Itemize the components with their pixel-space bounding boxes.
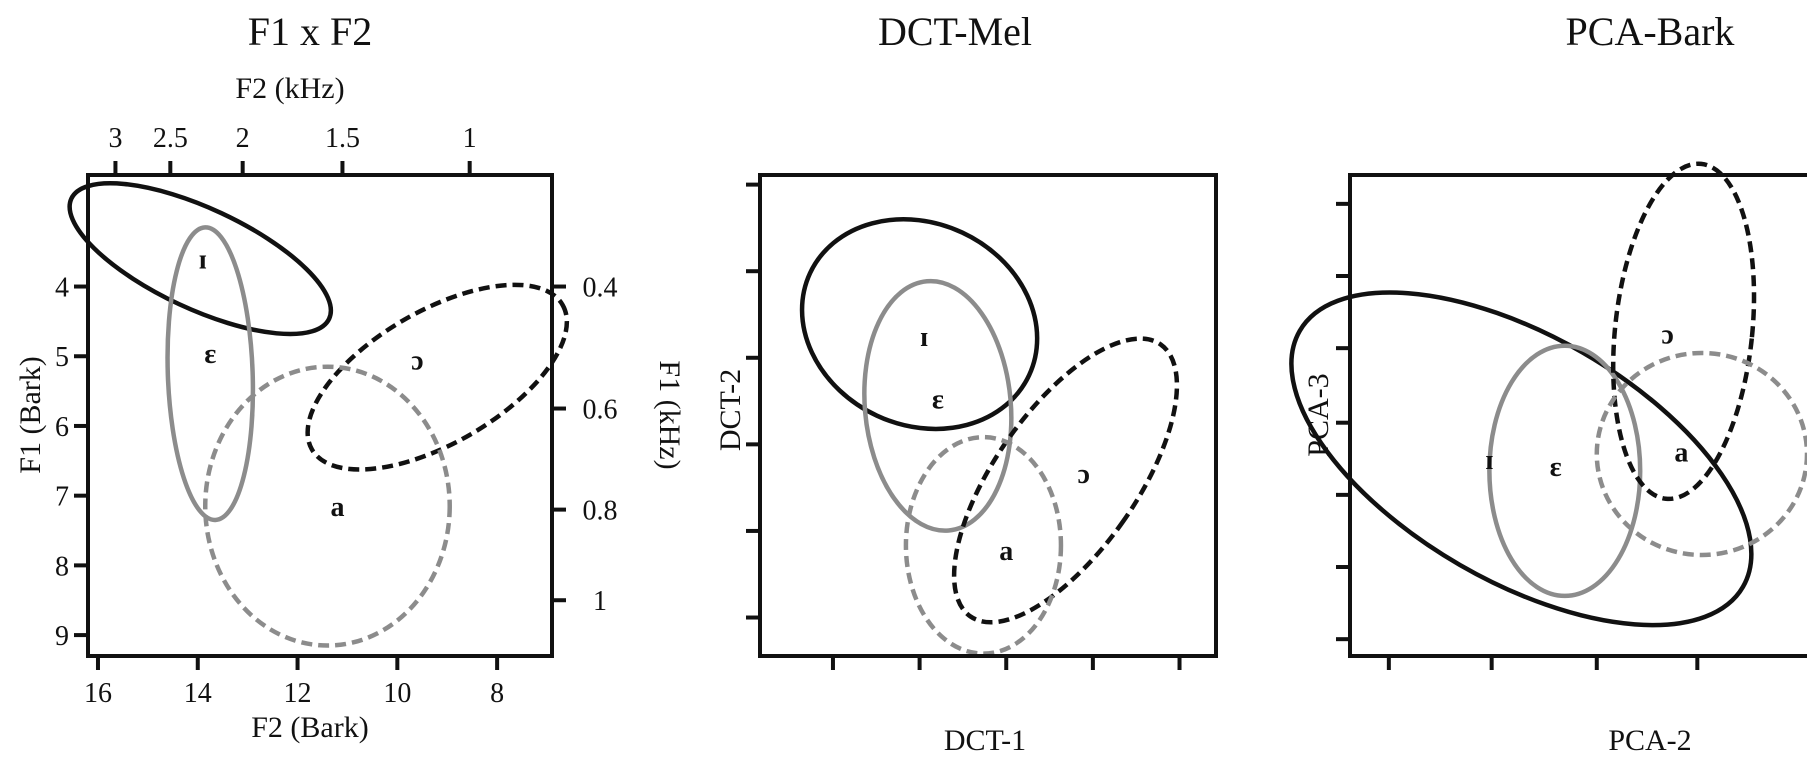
ellipse-ɪ bbox=[67, 181, 334, 337]
vowel-label: ɪ bbox=[920, 322, 928, 353]
x-tick-label: 12 bbox=[284, 678, 312, 709]
ellipse-ɔ bbox=[951, 336, 1180, 625]
panel-title: DCT-Mel bbox=[878, 9, 1032, 54]
ellipse-ɔ bbox=[305, 282, 570, 472]
x-top-tick-label: 1 bbox=[463, 123, 477, 154]
plot-frame bbox=[1348, 173, 1807, 658]
y-axis-label: DCT-2 bbox=[714, 369, 747, 451]
y-tick-label: 5 bbox=[55, 342, 69, 373]
y-tick-label: 6 bbox=[55, 412, 69, 443]
x-tick-label: 14 bbox=[184, 678, 212, 709]
vowel-label: a bbox=[999, 536, 1013, 567]
vowel-label: a bbox=[1674, 438, 1688, 469]
y-right-tick-label: 0.4 bbox=[583, 273, 618, 304]
y-right-axis-label: F1 (kHz) bbox=[653, 360, 686, 469]
panel-title: F1 x F2 bbox=[248, 9, 373, 54]
ellipse-ɛ bbox=[1487, 343, 1643, 599]
ellipse-a bbox=[1594, 350, 1807, 558]
x-axis-label: PCA-2 bbox=[1608, 724, 1691, 757]
plot-frame bbox=[758, 173, 1218, 658]
x-tick-label: 10 bbox=[383, 678, 411, 709]
panel-title: PCA-Bark bbox=[1566, 9, 1735, 54]
y-tick-label: 4 bbox=[55, 273, 69, 304]
x-tick-label: 8 bbox=[490, 678, 504, 709]
vowel-label: ɔ bbox=[1661, 320, 1673, 351]
vowel-label: ɪ bbox=[199, 245, 207, 276]
x-tick-label: 16 bbox=[84, 678, 112, 709]
y-tick-label: 8 bbox=[55, 551, 69, 582]
y-axis-label: F1 (Bark) bbox=[14, 356, 47, 473]
ellipse-ɔ bbox=[1610, 161, 1757, 502]
vowel-label: a bbox=[330, 492, 344, 523]
x-top-tick-label: 1.5 bbox=[325, 123, 360, 154]
ellipse-ɛ bbox=[165, 225, 256, 523]
ellipse-ɪ bbox=[1289, 290, 1754, 628]
ellipse-a bbox=[903, 434, 1064, 656]
x-top-axis-label: F2 (kHz) bbox=[235, 72, 344, 105]
y-right-tick-label: 1 bbox=[593, 586, 607, 617]
x-top-tick-label: 2 bbox=[236, 123, 250, 154]
y-tick-label: 7 bbox=[55, 482, 69, 513]
plot-frame bbox=[86, 173, 554, 658]
y-right-tick-label: 0.8 bbox=[583, 496, 618, 527]
y-right-tick-label: 0.6 bbox=[583, 395, 618, 426]
vowel-label: ɔ bbox=[1078, 459, 1090, 490]
ellipse-a bbox=[202, 364, 452, 648]
x-top-tick-label: 3 bbox=[108, 123, 122, 154]
x-axis-label: F2 (Bark) bbox=[251, 711, 368, 744]
vowel-label: ɛ bbox=[204, 339, 216, 370]
x-top-tick-label: 2.5 bbox=[153, 123, 188, 154]
vowel-label: ɔ bbox=[411, 346, 423, 377]
x-axis-label: DCT-1 bbox=[944, 724, 1026, 757]
vowel-label: ɛ bbox=[1550, 452, 1562, 483]
ellipse-ɛ bbox=[862, 278, 1014, 533]
panel-dct-mel: DCT-Mel DCT-1 DCT-2 ɪ ɛ ɔ a bbox=[714, 9, 1218, 757]
y-tick-label: 9 bbox=[55, 621, 69, 652]
vowel-label: ɪ bbox=[1485, 445, 1493, 476]
vowel-label: ɛ bbox=[932, 385, 944, 416]
ellipse-ɪ bbox=[799, 217, 1040, 432]
